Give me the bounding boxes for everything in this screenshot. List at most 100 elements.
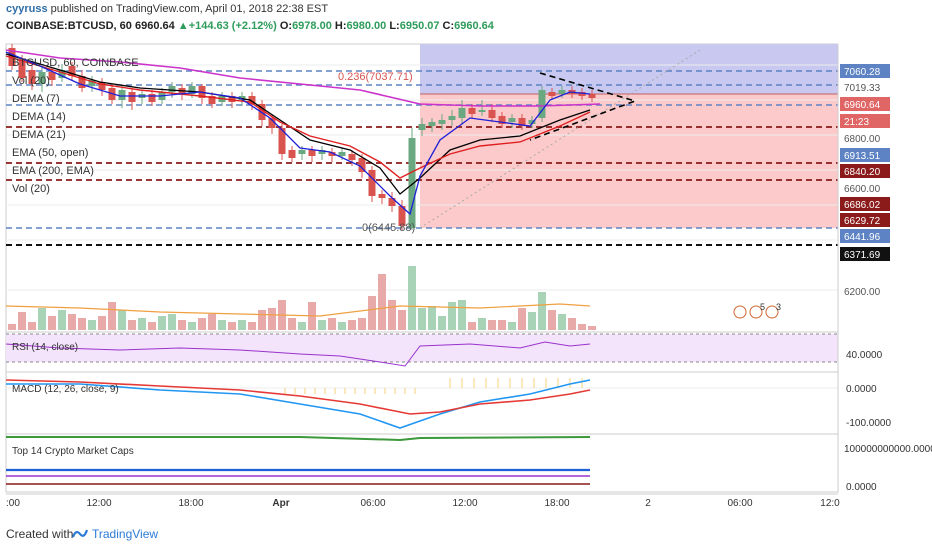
volume-bar — [428, 306, 436, 330]
close-value: 6960.64 — [454, 20, 494, 32]
candle — [558, 90, 566, 94]
change-up-icon: ▲ — [177, 20, 189, 32]
candle — [118, 90, 126, 100]
volume-bar — [588, 326, 596, 330]
legend-item: BTCUSD, 60, COINBASE — [12, 57, 139, 69]
author-link[interactable]: cyyruss — [6, 3, 48, 15]
volume-bar — [528, 312, 536, 330]
candle — [168, 86, 176, 92]
volume-bar — [238, 320, 246, 330]
volume-bar — [128, 320, 136, 330]
legend-item: EMA (200, EMA) — [12, 165, 94, 177]
price-chart[interactable]: 0.236(7037.71) 0(6445.88) BTCUSD, 60, COIN… — [0, 0, 932, 522]
volume-bar — [538, 292, 546, 330]
macd-line — [6, 379, 591, 429]
candle — [288, 150, 296, 158]
price-tag — [840, 97, 890, 111]
time-axis-label: 12:0 — [820, 498, 840, 509]
candle — [468, 108, 476, 114]
event-count: 3 — [776, 302, 781, 312]
rsi-label: RSI (14, close) — [12, 342, 78, 353]
footer: Created with TradingView — [0, 522, 932, 550]
volume-bar — [578, 324, 586, 330]
candle — [348, 154, 356, 160]
ema50-line — [5, 49, 601, 107]
legend-item: DEMA (14) — [12, 111, 66, 123]
tradingview-logo-icon[interactable] — [71, 525, 89, 541]
time-axis-label: 12:00 — [86, 498, 111, 509]
event-icon — [733, 305, 747, 319]
volume-bar — [148, 322, 156, 330]
publish-text: published on TradingView.com, April 01, … — [50, 3, 329, 15]
candle — [58, 70, 66, 78]
candle — [228, 96, 236, 102]
volume-bar — [468, 322, 476, 330]
volume-bar — [368, 296, 376, 330]
event-icon — [749, 305, 763, 319]
caps-line — [6, 436, 591, 442]
macd-axis-label: -100.0000 — [846, 418, 891, 429]
candle — [328, 152, 336, 156]
candle — [128, 92, 136, 102]
volume-bar — [318, 320, 326, 330]
time-axis-label: 18:00 — [178, 498, 203, 509]
time-axis-label: 2 — [645, 498, 651, 509]
candle — [18, 60, 26, 78]
volume-bar — [248, 322, 256, 330]
caps-axis-label: 0.0000 — [846, 482, 877, 493]
volume-bar — [68, 314, 76, 330]
volume-bar — [8, 324, 16, 330]
caps-label: Top 14 Crypto Market Caps — [12, 446, 134, 457]
candle — [48, 72, 56, 80]
legend-item: EMA (50, open) — [12, 147, 88, 159]
candle — [148, 94, 156, 102]
candle — [298, 150, 306, 154]
rsi-band — [6, 334, 838, 362]
tradingview-brand[interactable]: TradingView — [92, 527, 159, 541]
close-label: C: — [442, 20, 455, 32]
fib-label-bottom: 0(6445.88) — [362, 222, 415, 234]
price-tag — [840, 247, 890, 261]
candle — [428, 122, 436, 126]
candle — [578, 92, 586, 96]
volume-bar — [448, 302, 456, 330]
volume-bar — [458, 300, 466, 330]
candle — [408, 138, 416, 228]
macd-label: MACD (12, 26, close, 9) — [12, 384, 119, 395]
legend-item: DEMA (7) — [12, 93, 60, 105]
candle — [528, 120, 536, 124]
volume-bar — [408, 266, 416, 330]
last-price: 6960.64 — [134, 20, 175, 32]
candle — [208, 96, 216, 104]
volume-bar — [48, 316, 56, 330]
candle — [28, 70, 36, 84]
volume-bar — [118, 310, 126, 330]
volume-bar — [138, 318, 146, 330]
price-axis-label: 6800.00 — [844, 134, 881, 145]
volume-bar — [178, 320, 186, 330]
triangle-pattern — [529, 72, 638, 141]
price-axis-label: 6441.96 — [844, 232, 881, 243]
candle — [358, 158, 366, 172]
candle — [188, 86, 196, 94]
candle — [88, 80, 96, 86]
candle — [248, 96, 256, 104]
fib-zone-upper — [420, 44, 838, 94]
caps-pane — [5, 433, 839, 493]
candle — [538, 90, 546, 118]
volume-bar — [198, 318, 206, 330]
volume-bar — [218, 320, 226, 330]
high-label: H: — [334, 20, 347, 32]
legend-item: DEMA (21) — [12, 129, 66, 141]
volume-ma-line — [5, 303, 591, 317]
volume-bar — [418, 308, 426, 330]
price-tag — [840, 229, 890, 243]
volume-bar — [58, 310, 66, 330]
low-value: 6950.07 — [399, 20, 440, 32]
candle — [388, 198, 396, 206]
volume-bar — [78, 318, 86, 330]
volume-bar — [258, 310, 266, 330]
price-axis-label: 7019.33 — [844, 83, 881, 94]
candle — [378, 194, 386, 198]
volume-bar — [298, 322, 306, 330]
